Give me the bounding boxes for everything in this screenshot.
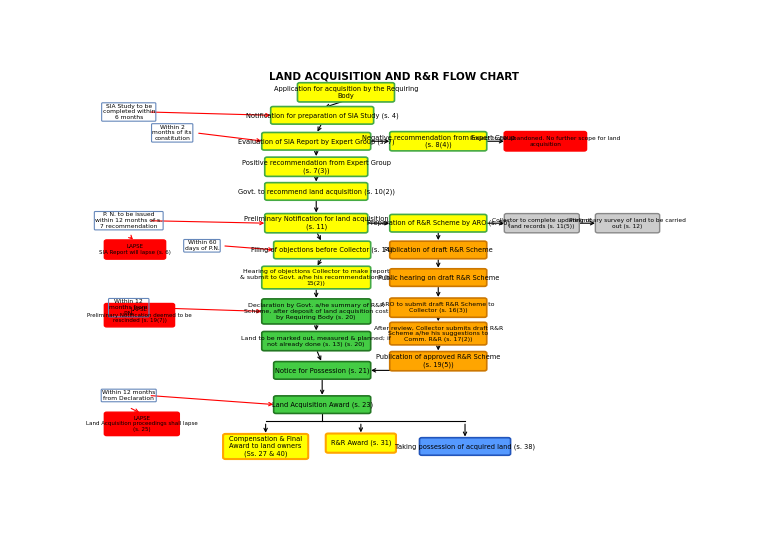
FancyBboxPatch shape: [505, 213, 579, 233]
Text: Govt. to recommend land acquisition (s. 10(2)): Govt. to recommend land acquisition (s. …: [238, 188, 395, 195]
FancyBboxPatch shape: [104, 304, 174, 327]
Text: Filing of objections before Collector (s. 14): Filing of objections before Collector (s…: [251, 247, 393, 253]
Text: Taking possession of acquired land (s. 38): Taking possession of acquired land (s. 3…: [395, 443, 535, 450]
Text: LAPSE
Preliminary Notification deemed to be
rescinded (s. 19(7)): LAPSE Preliminary Notification deemed to…: [87, 307, 192, 324]
Text: Publication of approved R&R Scheme
(s. 19(5)): Publication of approved R&R Scheme (s. 1…: [376, 355, 501, 368]
FancyBboxPatch shape: [273, 396, 371, 413]
FancyBboxPatch shape: [273, 362, 371, 379]
Text: R&R Award (s. 31): R&R Award (s. 31): [330, 440, 391, 446]
Text: Land Acquisition Award (s. 23): Land Acquisition Award (s. 23): [272, 401, 372, 408]
FancyBboxPatch shape: [419, 438, 511, 455]
Text: ARO to submit draft R&R Scheme to
Collector (s. 16(3)): ARO to submit draft R&R Scheme to Collec…: [382, 302, 495, 313]
FancyBboxPatch shape: [104, 412, 180, 435]
FancyBboxPatch shape: [262, 132, 371, 150]
Text: LAPSE
Land Acquisition proceedings shall lapse
(s. 25): LAPSE Land Acquisition proceedings shall…: [86, 415, 197, 432]
Text: Negative recommendation from Expert Group
(s. 8(4)): Negative recommendation from Expert Grou…: [362, 135, 515, 148]
Text: Within 12 months
from Declaration: Within 12 months from Declaration: [102, 390, 155, 401]
FancyBboxPatch shape: [389, 131, 487, 151]
FancyBboxPatch shape: [389, 298, 487, 317]
Text: Publication of draft R&R Scheme: Publication of draft R&R Scheme: [384, 247, 492, 253]
FancyBboxPatch shape: [389, 214, 487, 232]
FancyBboxPatch shape: [326, 433, 396, 453]
Text: LAPSE
SIA Report will lapse (s. 6): LAPSE SIA Report will lapse (s. 6): [99, 244, 171, 255]
Text: Preparation of R&R Scheme by ARO (s. 16): Preparation of R&R Scheme by ARO (s. 16): [367, 220, 510, 226]
Text: Project to be abandoned. No further scope for land
acquisition: Project to be abandoned. No further scop…: [470, 136, 621, 147]
FancyBboxPatch shape: [265, 182, 368, 200]
FancyBboxPatch shape: [265, 157, 368, 176]
FancyBboxPatch shape: [389, 241, 487, 259]
Text: SIA Study to be
completed within
6 months: SIA Study to be completed within 6 month…: [103, 104, 155, 121]
Text: Notice for Possession (s. 21): Notice for Possession (s. 21): [275, 367, 369, 374]
FancyBboxPatch shape: [389, 269, 487, 286]
FancyBboxPatch shape: [265, 213, 368, 233]
Text: After review, Collector submits draft R&R
Scheme a/he his suggestions to
Comm. R: After review, Collector submits draft R&…: [373, 325, 503, 342]
Text: Collector to complete updating of
land records (s. 11(5)): Collector to complete updating of land r…: [492, 218, 591, 229]
Text: Within 60
days of P.N.: Within 60 days of P.N.: [184, 241, 220, 251]
Text: Evaluation of SIA Report by Expert Group (s. 7): Evaluation of SIA Report by Expert Group…: [238, 138, 395, 144]
FancyBboxPatch shape: [389, 351, 487, 371]
Text: P. N. to be issued
within 12 months of s.
7 recommendation: P. N. to be issued within 12 months of s…: [95, 212, 162, 229]
FancyBboxPatch shape: [595, 213, 660, 233]
Text: Within 2
months of its
constitution: Within 2 months of its constitution: [152, 124, 192, 141]
Text: Land to be marked out, measured & planned; if
not already done (s. 13) (s. 20): Land to be marked out, measured & planne…: [241, 336, 391, 346]
Text: Declaration by Govt. a/he summary of R&R
Scheme, after deposit of land acquisiti: Declaration by Govt. a/he summary of R&R…: [244, 303, 389, 320]
FancyBboxPatch shape: [273, 241, 371, 259]
FancyBboxPatch shape: [223, 434, 308, 459]
Text: Preliminary Notification for land acquisition
(s. 11): Preliminary Notification for land acquis…: [244, 217, 389, 230]
Text: LAND ACQUISITION AND R&R FLOW CHART: LAND ACQUISITION AND R&R FLOW CHART: [269, 72, 518, 82]
Text: Hearing of objections Collector to make report
& submit to Govt. a/he his recomm: Hearing of objections Collector to make …: [240, 269, 392, 286]
Text: Public hearing on draft R&R Scheme: Public hearing on draft R&R Scheme: [378, 275, 499, 281]
Text: Application for acquisition by the Requiring
Body: Application for acquisition by the Requi…: [273, 86, 419, 99]
Text: Compensation & Final
Award to land owners
(Ss. 27 & 40): Compensation & Final Award to land owner…: [229, 436, 302, 457]
FancyBboxPatch shape: [270, 106, 374, 124]
FancyBboxPatch shape: [262, 266, 371, 289]
Text: Notification for preparation of SIA Study (s. 4): Notification for preparation of SIA Stud…: [246, 112, 399, 118]
FancyBboxPatch shape: [104, 240, 166, 259]
Text: Positive recommendation from Expert Group
(s. 7(3)): Positive recommendation from Expert Grou…: [242, 160, 391, 174]
FancyBboxPatch shape: [297, 83, 395, 102]
FancyBboxPatch shape: [505, 131, 587, 151]
FancyBboxPatch shape: [262, 299, 371, 324]
FancyBboxPatch shape: [262, 331, 371, 351]
Text: Within 12
months from
P.N.: Within 12 months from P.N.: [109, 299, 148, 316]
FancyBboxPatch shape: [389, 323, 487, 345]
Text: Preliminary survey of land to be carried
out (s. 12): Preliminary survey of land to be carried…: [569, 218, 686, 229]
